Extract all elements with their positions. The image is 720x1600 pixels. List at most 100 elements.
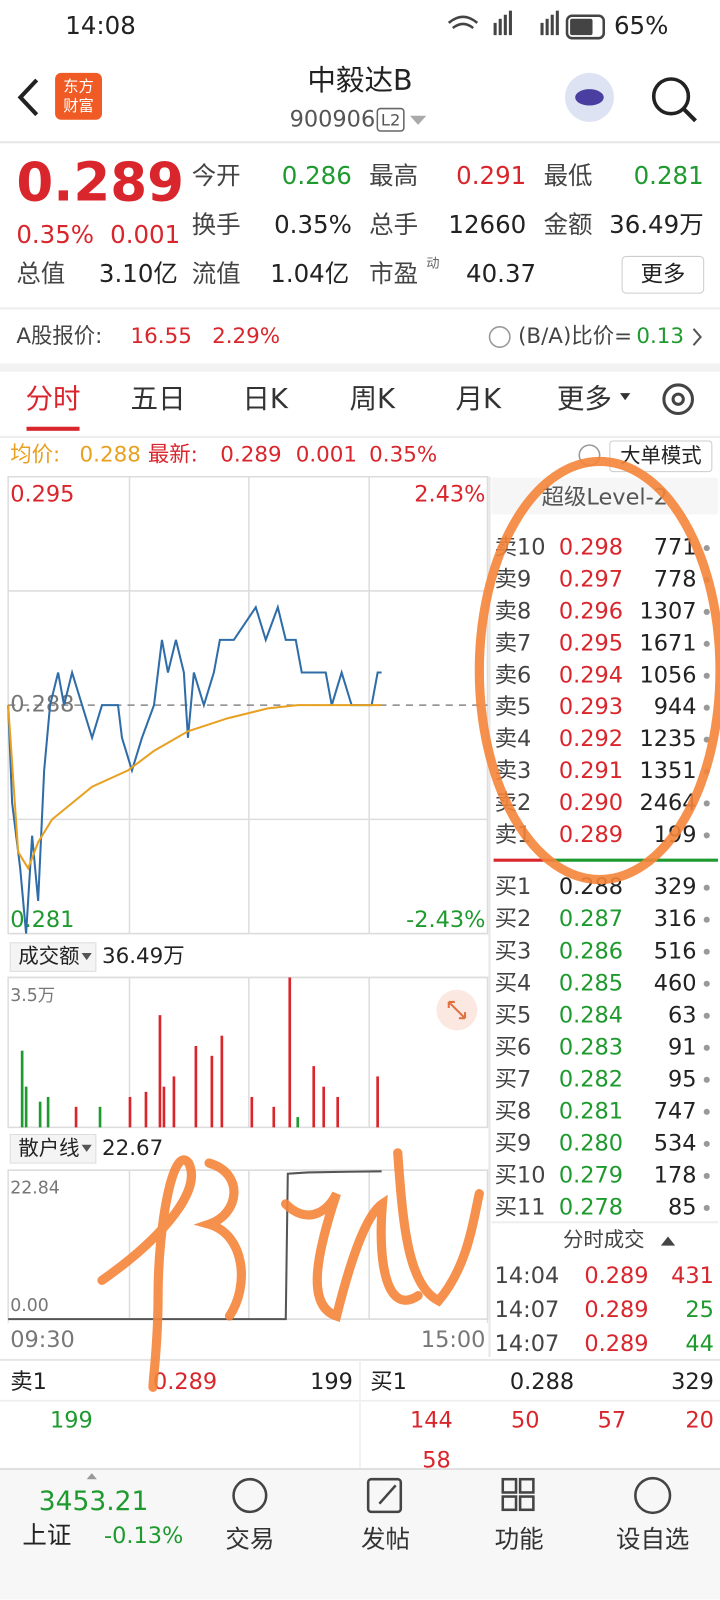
- index-value[interactable]: 3453.21: [39, 1486, 149, 1517]
- book-dot: [703, 884, 710, 891]
- volume-bar: [144, 1091, 148, 1128]
- book-price: 0.295: [559, 630, 623, 656]
- stock-title: 中毅达B: [307, 63, 412, 97]
- volume-bar: [322, 1086, 326, 1128]
- tab[interactable]: 日K: [242, 383, 289, 415]
- change: 0.001: [110, 220, 180, 249]
- nav-item[interactable]: 交易: [225, 1524, 274, 1553]
- mode-button[interactable]: [609, 440, 713, 473]
- trade-price: 0.289: [584, 1263, 648, 1289]
- volume-bar: [20, 1050, 24, 1128]
- book-volume: 63: [668, 1002, 697, 1028]
- y-tick-label: 0.00: [10, 1296, 49, 1316]
- book-dot: [703, 1204, 710, 1211]
- book-price: 0.286: [559, 938, 623, 964]
- volume-bar: [312, 1066, 316, 1128]
- field-value: 0.291: [456, 161, 526, 190]
- logo-text: 东方: [63, 78, 94, 96]
- book-volume: 1307: [639, 598, 696, 624]
- book-volume: 85: [668, 1194, 697, 1220]
- book-volume: 747: [654, 1098, 697, 1124]
- book-volume: 778: [654, 567, 697, 593]
- queue-bid-volume: 329: [671, 1369, 714, 1395]
- field-label: 最高: [369, 161, 418, 190]
- more-button[interactable]: [621, 255, 705, 294]
- avg-label: 均价:: [10, 442, 60, 467]
- tab[interactable]: 分时: [26, 383, 81, 415]
- pe-note: 动: [426, 256, 439, 272]
- field-label: 最低: [544, 161, 593, 190]
- book-dot: [703, 608, 710, 616]
- ask-order: 199: [50, 1408, 93, 1434]
- retail-latest: 22.67: [102, 1136, 163, 1161]
- tab[interactable]: 月K: [456, 383, 503, 415]
- tab[interactable]: 五日: [131, 383, 186, 415]
- book-price: 0.280: [559, 1130, 623, 1156]
- nav-item[interactable]: 设自选: [616, 1524, 689, 1553]
- search-button[interactable]: [651, 77, 691, 116]
- logo: [55, 72, 102, 120]
- book-dot: [703, 1044, 710, 1051]
- queue-bid-label: 买1: [370, 1369, 407, 1395]
- tab[interactable]: 周K: [349, 383, 396, 415]
- field-label: 总值: [16, 259, 65, 288]
- volume-bar: [296, 1117, 300, 1128]
- book-volume: 1351: [639, 758, 696, 784]
- field-value: 3.10亿: [99, 259, 178, 288]
- volume-bar: [376, 1076, 379, 1128]
- trade-price: 0.289: [584, 1331, 648, 1357]
- indicator-select[interactable]: [9, 942, 97, 972]
- nav-item[interactable]: 功能: [495, 1524, 544, 1553]
- level2-title: 超级Level-2: [542, 485, 668, 511]
- settings-button[interactable]: [662, 383, 694, 416]
- logo-text: 财富: [63, 97, 94, 115]
- volume-bar: [272, 1106, 276, 1128]
- trade-time: 14:07: [495, 1297, 560, 1323]
- chart-frames: [7, 475, 489, 1320]
- tab[interactable]: 更多: [557, 383, 612, 415]
- x-tick-label: 09:30: [10, 1327, 75, 1353]
- mode-label[interactable]: 大单模式: [620, 443, 702, 467]
- book-volume: 516: [654, 938, 697, 964]
- book-price: 0.279: [559, 1162, 623, 1188]
- indicator-select[interactable]: [9, 1133, 97, 1164]
- book-label: 买2: [495, 906, 532, 932]
- charts: 0.2810.2880.295-2.43%2.43%3.5万0.0022.840…: [7, 475, 488, 1353]
- tab-indicator: [26, 426, 80, 431]
- back-button[interactable]: [17, 78, 39, 117]
- nav-items: 交易 发帖 功能 设自选: [225, 1524, 689, 1553]
- more-label[interactable]: 更多: [640, 261, 685, 287]
- book-dot: [703, 980, 710, 987]
- book-price: 0.282: [559, 1066, 623, 1092]
- status-icons: [447, 10, 606, 40]
- index-name[interactable]: 上证: [22, 1520, 71, 1549]
- book-label: 卖4: [495, 726, 532, 752]
- change-pct: 0.35%: [16, 220, 94, 249]
- book-label: 卖7: [495, 630, 532, 656]
- a-share-label: A股报价:: [16, 324, 102, 349]
- bid-order: 20: [685, 1408, 714, 1434]
- field-label: 金额: [544, 210, 593, 239]
- nav-item[interactable]: 发帖: [361, 1524, 410, 1553]
- book-label: 卖9: [495, 567, 532, 593]
- line-series: [7, 603, 382, 934]
- book-label: 买9: [495, 1130, 532, 1156]
- book-label: 卖8: [495, 598, 532, 624]
- y2-tick-label: -2.43%: [406, 907, 485, 933]
- book-volume: 1056: [639, 662, 696, 688]
- book-dot: [703, 948, 710, 955]
- book-label: 买1: [495, 874, 532, 900]
- book-price: 0.290: [559, 790, 623, 816]
- retail-label[interactable]: 散户线: [18, 1136, 79, 1160]
- index-change[interactable]: -0.13%: [104, 1523, 183, 1549]
- field-label: 今开: [192, 161, 241, 190]
- y2-tick-label: 2.43%: [414, 482, 485, 508]
- dropdown[interactable]: [409, 115, 427, 125]
- last-value: 0.289: [220, 442, 281, 467]
- book-dot: [703, 640, 710, 647]
- book-dot: [703, 832, 710, 839]
- ratio: 0.13: [636, 324, 684, 349]
- bottom-nav: [0, 1469, 720, 1600]
- volume-label[interactable]: 成交额: [18, 944, 79, 968]
